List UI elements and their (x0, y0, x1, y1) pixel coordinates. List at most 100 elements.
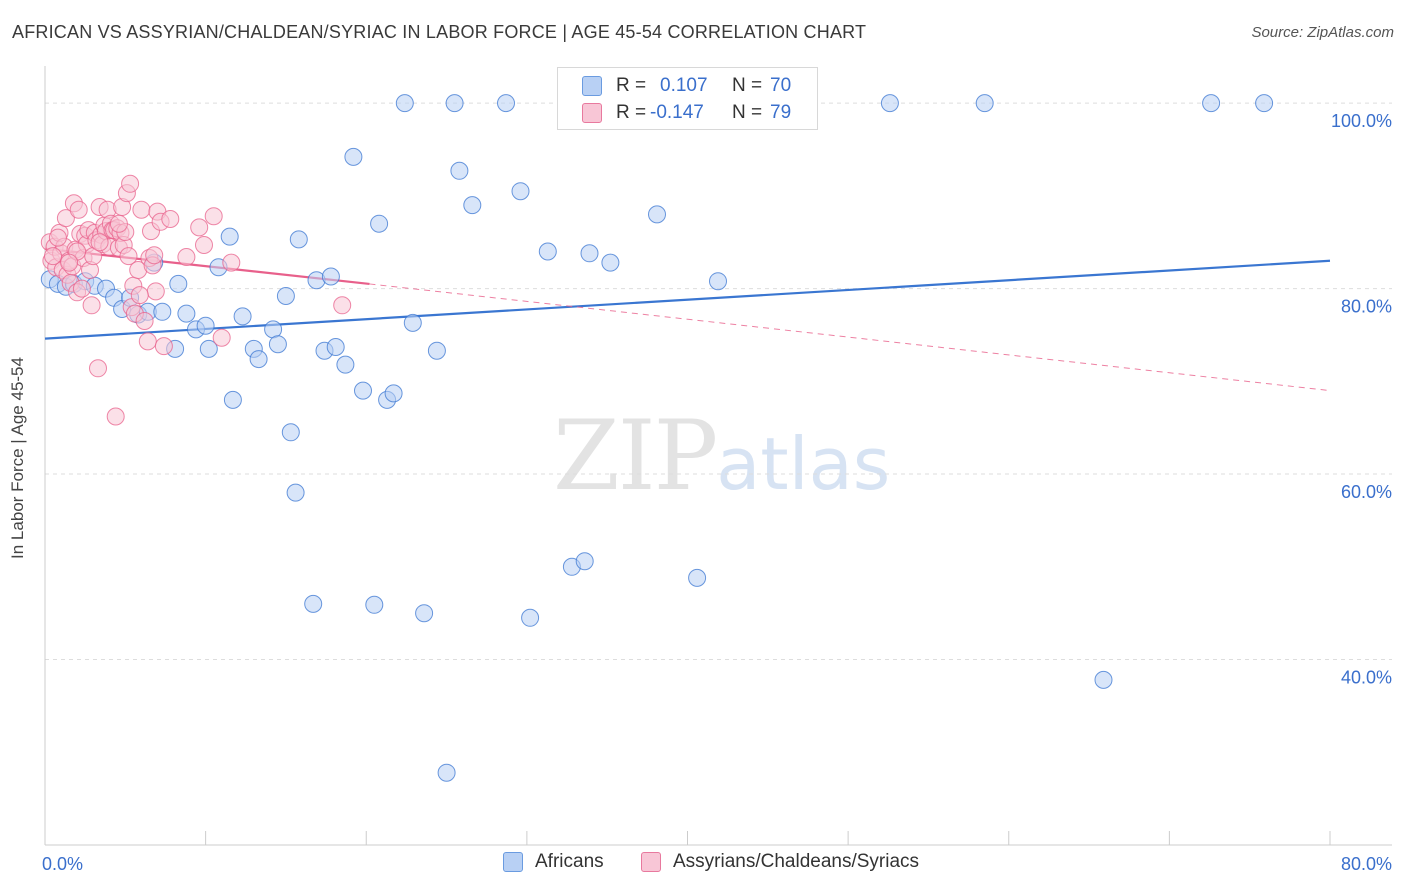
point-assyrians (222, 253, 241, 272)
series-africans (40, 94, 1274, 782)
source-label: Source: ZipAtlas.com (1251, 24, 1394, 41)
point-africans (688, 568, 707, 587)
tick-labels: 40.0% 60.0% 80.0% 100.0% 0.0% 80.0% (42, 111, 1392, 874)
point-africans (575, 552, 594, 571)
point-africans (326, 338, 345, 356)
point-assyrians (212, 328, 231, 347)
stats-n-label: N = (732, 75, 763, 96)
point-africans (169, 274, 188, 293)
point-africans (196, 316, 215, 335)
stats-swatch-africans (582, 76, 602, 96)
point-assyrians (119, 247, 138, 266)
point-africans (365, 595, 384, 614)
point-africans (177, 304, 196, 323)
point-africans (403, 313, 422, 332)
legend-item-assyrians[interactable]: Assyrians/Chaldeans/Syriacs (641, 851, 919, 873)
y-axis-label: In Labor Force | Age 45-54 (8, 357, 27, 559)
point-africans (233, 307, 252, 326)
point-africans (580, 244, 599, 263)
point-assyrians (161, 210, 180, 228)
point-africans (220, 227, 239, 246)
point-africans (336, 355, 355, 374)
point-assyrians (195, 236, 213, 254)
point-assyrians (90, 233, 109, 252)
point-africans (321, 267, 340, 286)
point-africans (384, 384, 403, 403)
stats-r-label: R = (616, 102, 647, 123)
point-africans (880, 94, 899, 113)
point-assyrians (69, 200, 88, 219)
y-tick-label: 40.0% (1341, 668, 1392, 688)
point-assyrians (177, 248, 196, 266)
point-africans (344, 147, 363, 166)
point-assyrians (333, 296, 352, 315)
point-assyrians (135, 312, 154, 330)
point-africans (304, 594, 323, 613)
point-africans (511, 182, 530, 201)
watermark: ZIPatlas (553, 400, 890, 512)
point-assyrians (82, 296, 101, 315)
stats-n-value: 79 (770, 102, 792, 123)
stats-r-value: 0.107 (660, 75, 708, 96)
point-africans (268, 335, 287, 354)
point-assyrians (154, 337, 173, 356)
point-africans (1094, 670, 1113, 689)
point-africans (975, 94, 994, 113)
point-africans (450, 161, 469, 180)
point-assyrians (132, 200, 151, 219)
point-africans (601, 253, 620, 272)
point-assyrians (89, 359, 107, 378)
point-assyrians (130, 286, 149, 305)
point-africans (153, 302, 172, 321)
point-africans (286, 483, 305, 502)
series-assyrians (40, 174, 352, 426)
point-assyrians (106, 407, 125, 426)
trend-line-africans (44, 259, 1331, 340)
point-assyrians (146, 282, 165, 301)
x-tick-label: 80.0% (1341, 854, 1392, 874)
point-assyrians (72, 279, 91, 298)
point-assyrians (204, 207, 223, 226)
point-africans (538, 242, 557, 261)
point-assyrians (48, 228, 67, 247)
point-africans (281, 423, 300, 442)
axes (44, 66, 1392, 846)
point-assyrians (109, 214, 128, 233)
point-africans (223, 390, 242, 409)
watermark-zip: ZIP (553, 400, 718, 512)
point-africans (289, 230, 308, 249)
bottom-legend: Africans Assyrians/Chaldeans/Syriacs (0, 851, 1406, 877)
stats-legend: R = 0.107 N = 70 R = -0.147 N = 79 (557, 67, 818, 130)
point-africans (497, 94, 515, 113)
trend-extension (369, 283, 1331, 392)
chart-title: AFRICAN VS ASSYRIAN/CHALDEAN/SYRIAC IN L… (12, 22, 867, 42)
stats-n-label: N = (732, 102, 763, 123)
point-africans (521, 608, 540, 627)
point-africans (370, 214, 389, 233)
point-assyrians (145, 246, 164, 265)
point-assyrians (138, 332, 157, 351)
legend-label-assyrians: Assyrians/Chaldeans/Syriacs (673, 851, 920, 872)
legend-swatch-africans (503, 852, 523, 872)
point-africans (199, 339, 218, 358)
point-africans (648, 205, 666, 224)
y-tick-label: 60.0% (1341, 482, 1392, 502)
point-africans (437, 763, 456, 782)
point-africans (395, 94, 414, 113)
point-africans (1255, 94, 1274, 113)
point-assyrians (60, 253, 79, 272)
stats-swatch-assyrians (582, 103, 602, 123)
point-assyrians (190, 218, 209, 237)
y-tick-label: 100.0% (1331, 111, 1392, 131)
point-assyrians (121, 174, 140, 193)
legend-item-africans[interactable]: Africans (503, 851, 604, 873)
point-africans (463, 196, 482, 215)
data-points (40, 94, 1274, 782)
stats-n-value: 70 (770, 75, 792, 96)
point-africans (354, 381, 372, 400)
point-africans (1202, 94, 1221, 113)
stats-r-label: R = (616, 75, 647, 96)
y-tick-label: 80.0% (1341, 297, 1392, 317)
grid-lines (45, 102, 1392, 661)
point-africans (445, 94, 464, 113)
